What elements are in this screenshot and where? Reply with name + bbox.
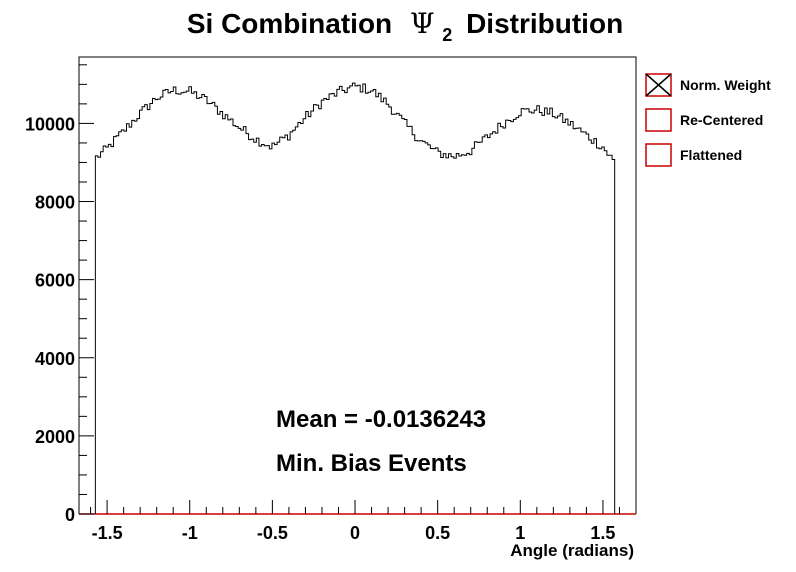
legend-marker-box (645, 143, 672, 167)
histogram (94, 82, 616, 514)
y-axis: 0 2000 4000 6000 8000 10000 (25, 64, 94, 525)
legend-label: Re-Centered (680, 112, 763, 128)
x-tick-label: -1.5 (92, 523, 123, 543)
y-tick-label: 6000 (35, 271, 75, 291)
legend-marker-box (645, 73, 672, 97)
chart-title-suffix: Distribution (466, 8, 623, 39)
plot-frame-border (78, 56, 637, 514)
legend: Norm. Weight Re-Centered Flattened (645, 73, 771, 167)
legend-label: Flattened (680, 147, 742, 163)
chart-title-sub: 2 (442, 25, 452, 45)
chart-title-psi: Ψ (410, 7, 435, 40)
x-tick-label: -0.5 (257, 523, 288, 543)
y-tick-label: 4000 (35, 349, 75, 369)
chart-title: Si Combination Ψ 2 Distribution (187, 7, 623, 47)
legend-marker-cross-line (645, 73, 672, 97)
annotation-events: Min. Bias Events (276, 450, 467, 477)
x-tick-label: 1.5 (590, 523, 615, 543)
annotation-mean: Mean = -0.0136243 (276, 406, 486, 433)
legend-entry: Norm. Weight (645, 73, 771, 97)
legend-label: Norm. Weight (680, 77, 771, 93)
y-tick-label: 8000 (35, 193, 75, 213)
legend-entry: Flattened (645, 143, 742, 167)
y-tick-label: 10000 (25, 114, 75, 134)
x-axis-title: Angle (radians) (510, 541, 634, 560)
plot-frame (78, 56, 637, 515)
x-tick-label: 1 (515, 523, 525, 543)
histogram-series-norm-weight (94, 82, 616, 514)
y-tick-label: 2000 (35, 427, 75, 447)
x-tick-label: 0.5 (425, 523, 450, 543)
y-tick-label: 0 (65, 505, 75, 525)
legend-marker-box (645, 108, 672, 132)
chart-title-prefix: Si Combination (187, 8, 392, 39)
x-tick-label: -1 (182, 523, 198, 543)
x-tick-label: 0 (350, 523, 360, 543)
legend-entry: Re-Centered (645, 108, 763, 132)
x-axis: -1.5 -1 -0.5 0 0.5 1 1.5 (90, 500, 620, 543)
